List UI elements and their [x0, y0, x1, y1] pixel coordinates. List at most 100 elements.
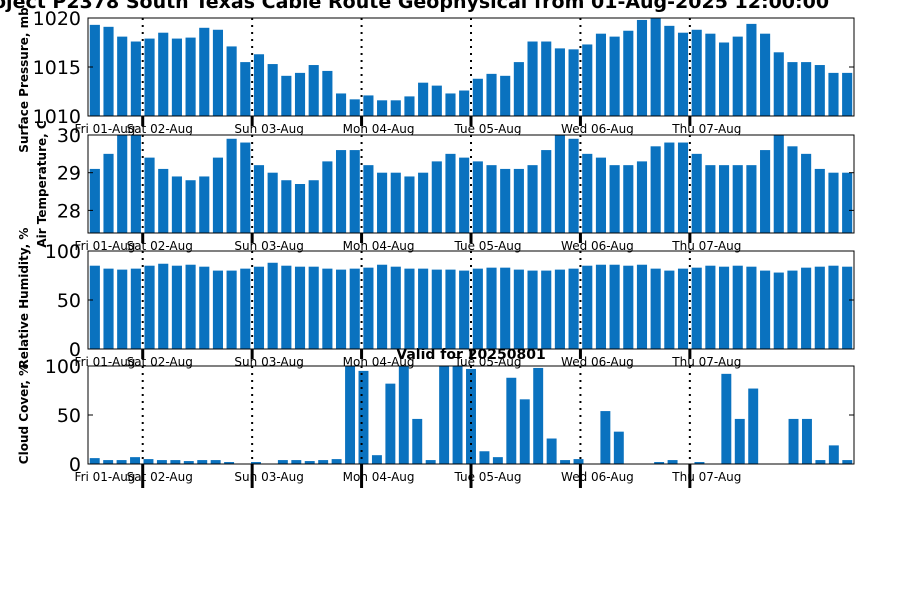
- x-tick-label: Tue 05-Aug: [453, 470, 521, 484]
- bar: [103, 26, 114, 116]
- bar: [412, 418, 423, 464]
- bar: [500, 75, 511, 116]
- y-tick-label: 1020: [33, 8, 81, 30]
- bar: [404, 176, 415, 233]
- figure-title: oject P2378 South Texas Cable Route Geop…: [0, 0, 829, 13]
- y-tick-label: 100: [45, 356, 81, 378]
- bar: [554, 135, 565, 233]
- bar: [773, 135, 784, 233]
- bar: [472, 268, 483, 349]
- y-axis-label: Surface Pressure, mb: [17, 7, 31, 153]
- bar: [349, 99, 360, 116]
- bar: [431, 85, 442, 116]
- bar: [185, 37, 196, 116]
- x-tick-label: Thu 07-Aug: [671, 470, 741, 484]
- bar: [600, 411, 611, 464]
- y-tick-label: 0: [69, 454, 81, 476]
- bar: [595, 157, 607, 233]
- bar: [404, 268, 415, 349]
- x-tick-label: Sat 02-Aug: [127, 239, 193, 253]
- bar: [345, 366, 356, 464]
- bar: [623, 265, 634, 349]
- bar: [158, 32, 169, 117]
- bar: [390, 172, 401, 233]
- bar: [226, 46, 237, 116]
- bar: [472, 161, 483, 233]
- bar: [277, 460, 288, 464]
- bar: [89, 168, 100, 233]
- bar: [130, 268, 141, 349]
- bar: [431, 269, 442, 349]
- bar: [253, 165, 265, 233]
- bar: [439, 366, 450, 464]
- bar: [582, 153, 593, 233]
- bar: [130, 457, 140, 464]
- bar: [226, 270, 237, 349]
- bar: [445, 153, 456, 233]
- bar: [748, 388, 759, 464]
- bar: [251, 462, 261, 464]
- bar: [158, 263, 169, 349]
- bar: [418, 82, 429, 116]
- bar: [650, 146, 661, 233]
- bar: [568, 268, 579, 349]
- x-tick-label: Sat 02-Aug: [127, 470, 193, 484]
- bar: [418, 172, 429, 233]
- bar: [318, 460, 329, 464]
- bar: [513, 269, 524, 349]
- bar: [760, 270, 771, 349]
- bar: [506, 377, 517, 464]
- bar: [452, 366, 463, 464]
- bar: [171, 38, 182, 116]
- bar: [705, 165, 716, 233]
- bar: [718, 266, 730, 349]
- bar: [253, 54, 265, 116]
- x-tick-label: Sat 02-Aug: [127, 355, 193, 369]
- bar: [486, 73, 497, 116]
- bar: [304, 461, 315, 464]
- bar: [732, 265, 743, 349]
- x-tick-label: Wed 06-Aug: [561, 355, 634, 369]
- bar: [335, 269, 347, 349]
- bar: [677, 268, 689, 349]
- bar: [404, 96, 415, 116]
- bar: [377, 264, 388, 349]
- bar: [212, 29, 224, 116]
- bar: [734, 418, 745, 464]
- bar: [240, 142, 251, 233]
- bar: [500, 267, 511, 349]
- bar: [842, 460, 853, 464]
- bar: [224, 462, 235, 464]
- bar: [801, 418, 812, 464]
- bar: [308, 65, 319, 116]
- y-tick-label: 29: [57, 163, 81, 185]
- bar: [331, 459, 342, 464]
- bar: [814, 266, 825, 349]
- bar: [486, 267, 497, 349]
- bar: [609, 264, 620, 349]
- x-tick-label: Wed 06-Aug: [561, 470, 634, 484]
- bar: [144, 265, 155, 349]
- bar: [650, 268, 661, 349]
- bar: [623, 165, 634, 233]
- x-tick-label: Tue 05-Aug: [453, 355, 521, 369]
- bar: [335, 150, 347, 233]
- bar: [718, 165, 730, 233]
- y-tick-label: 1015: [33, 57, 81, 79]
- bar: [554, 48, 565, 116]
- bar: [130, 135, 141, 233]
- bar: [788, 418, 799, 464]
- bar: [814, 65, 825, 116]
- bar: [787, 146, 798, 233]
- bar: [513, 62, 524, 116]
- bar: [787, 62, 798, 116]
- bar: [541, 150, 552, 233]
- bar: [609, 165, 620, 233]
- bar: [815, 460, 826, 464]
- bar: [664, 142, 675, 233]
- y-axis-label: Relative Humidity, %: [17, 228, 31, 369]
- bar: [335, 93, 347, 116]
- bar: [294, 266, 306, 349]
